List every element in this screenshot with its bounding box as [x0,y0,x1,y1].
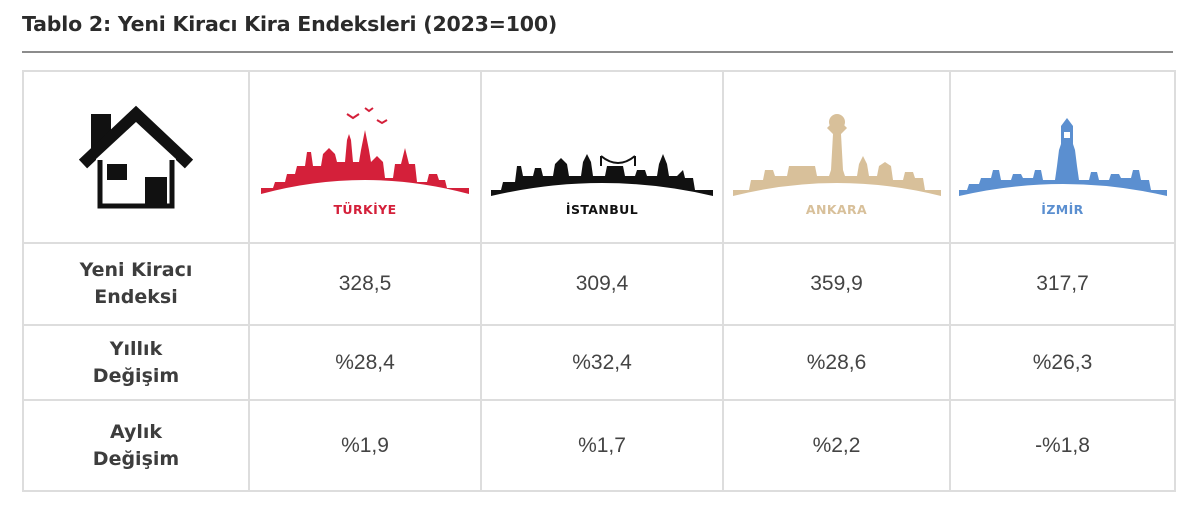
city-name-istanbul: İSTANBUL [565,201,639,217]
value-cell: %32,4 [480,324,724,401]
city-name-izmir: İZMİR [1041,201,1084,217]
corner-cell [22,70,250,244]
column-header-izmir: İZMİR [949,70,1176,244]
value-cell: 309,4 [480,242,724,326]
title-divider [22,51,1173,53]
value-cell: %26,3 [949,324,1176,401]
value-cell: %1,7 [480,399,724,492]
ankara-skyline-icon [732,113,941,196]
table-title: Tablo 2: Yeni Kiracı Kira Endeksleri (20… [22,12,558,36]
value-cell: -%1,8 [949,399,1176,492]
row-label: Yeni Kiracı Endeksi [79,259,193,308]
column-header-ankara: ANKARA [722,70,951,244]
table-row: Aylık Değişim %1,9 %1,7 %2,2 -%1,8 [22,399,1176,492]
value-cell: %28,6 [722,324,951,401]
city-name-ankara: ANKARA [805,201,868,217]
turkiye-skyline-icon [261,106,469,194]
value-cell: 359,9 [722,242,951,326]
column-header-turkiye: TÜRKİYE [248,70,482,244]
row-label: Yıllık Değişim [92,337,180,387]
city-name-turkiye: TÜRKİYE [333,201,397,217]
row-label-cell: Yeni Kiracı Endeksi [22,242,250,326]
header-row: TÜRKİYE İSTANBUL ANKARA İZMİR [22,70,1176,244]
row-label-cell: Aylık Değişim [22,399,250,492]
value-cell: %28,4 [248,324,482,401]
column-header-istanbul: İSTANBUL [480,70,724,244]
table-row: Yeni Kiracı Endeksi 328,5 309,4 359,9 31… [22,242,1176,326]
table-row: Yıllık Değişim %28,4 %32,4 %28,6 %26,3 [22,324,1176,401]
rent-index-table: TÜRKİYE İSTANBUL ANKARA İZMİR [22,70,1176,492]
house-icon [79,105,193,209]
istanbul-skyline-icon [491,153,713,196]
row-label: Aylık Değişim [92,420,180,470]
value-cell: %1,9 [248,399,482,492]
izmir-skyline-icon [958,117,1167,196]
value-cell: 317,7 [949,242,1176,326]
value-cell: 328,5 [248,242,482,326]
row-label-cell: Yıllık Değişim [22,324,250,401]
value-cell: %2,2 [722,399,951,492]
